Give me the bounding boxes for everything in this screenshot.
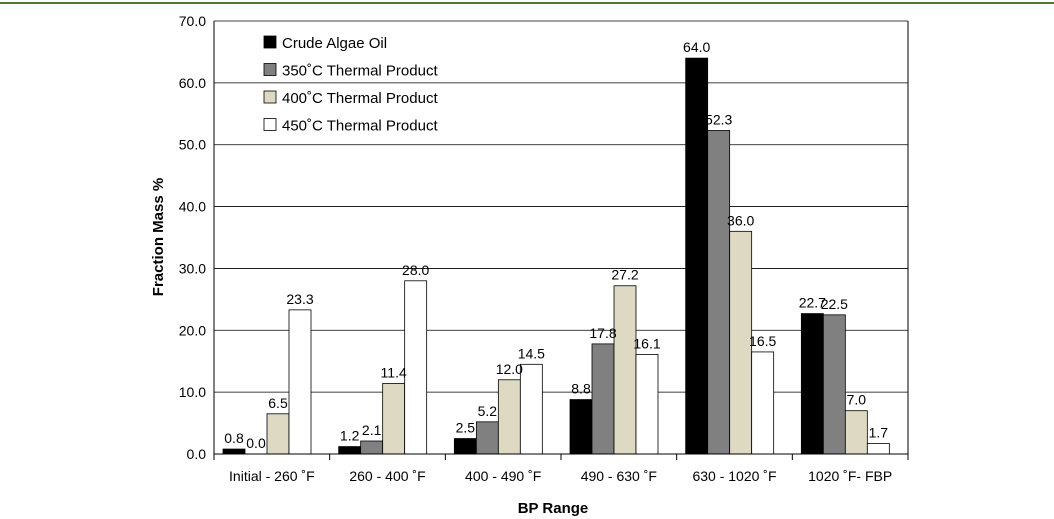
data-label: 22.5: [821, 296, 848, 312]
bar: [222, 448, 246, 455]
data-label: 27.2: [611, 267, 638, 283]
data-label: 14.5: [518, 345, 545, 361]
data-label: 16.5: [749, 333, 776, 349]
bar: [822, 314, 846, 455]
bar: [866, 443, 890, 455]
data-label: 12.0: [496, 361, 523, 377]
data-label: 23.3: [286, 291, 313, 307]
bar: [591, 343, 615, 455]
bar: [800, 313, 824, 455]
data-label: 17.8: [589, 325, 616, 341]
x-tick-label: 630 - 1020 ˚F: [692, 468, 776, 484]
data-label: 28.0: [402, 262, 429, 278]
data-label: 52.3: [705, 111, 732, 127]
data-labels: 0.8 1.2 2.5 8.8 64.0 22.7 0.0 2.1 5.2 17.8 52.3 22.…: [224, 39, 888, 451]
x-tick-labels: Initial - 260 ˚F 260 - 400 ˚F 400 - 490 ˚F…: [229, 468, 892, 484]
data-label: 6.5: [268, 395, 288, 411]
bar: [338, 446, 362, 455]
y-tick-label: 10.0: [179, 384, 206, 400]
y-tick-label: 20.0: [179, 322, 206, 338]
x-tick-label: 260 - 400 ˚F: [349, 468, 425, 484]
y-axis-title: Fraction Mass %: [150, 178, 167, 296]
bar: [360, 440, 384, 455]
legend-label: 450˚C Thermal Product: [282, 118, 438, 135]
bar: [382, 383, 406, 455]
bar: [475, 421, 499, 455]
legend-label: 400˚C Thermal Product: [282, 90, 438, 107]
gridlines: [214, 20, 908, 393]
data-label: 36.0: [727, 212, 754, 228]
y-tick-label: 40.0: [179, 199, 206, 215]
y-tick-label: 0.0: [187, 446, 207, 462]
legend: Crude Algae Oil 350˚C Thermal Product 400˚…: [263, 35, 438, 135]
data-label: 0.0: [246, 435, 266, 451]
data-label: 7.0: [847, 392, 867, 408]
data-label: 2.1: [362, 422, 382, 438]
axes: [213, 21, 909, 460]
top-border-rule: [0, 2, 1054, 4]
data-label: 1.2: [340, 428, 360, 444]
x-axis-title: BP Range: [518, 500, 589, 517]
data-label: 8.8: [571, 381, 591, 397]
data-label: 2.5: [456, 420, 476, 436]
bar: [569, 399, 593, 455]
bar: [635, 354, 659, 455]
y-tick-label: 60.0: [179, 75, 206, 91]
legend-swatch: [263, 90, 277, 104]
legend-label: 350˚C Thermal Product: [282, 63, 438, 80]
data-label: 64.0: [683, 39, 710, 55]
legend-swatch: [263, 63, 277, 76]
legend-swatch: [263, 118, 277, 131]
x-tick-label: 1020 ˚F- FBP: [808, 468, 892, 484]
bar: [519, 363, 543, 455]
legend-swatch: [263, 35, 277, 49]
x-tick-label: 490 - 630 ˚F: [581, 468, 657, 484]
bar: [613, 285, 637, 455]
bar: [707, 130, 731, 455]
data-label: 22.7: [799, 295, 826, 311]
x-tick-label: 400 - 490 ˚F: [465, 468, 541, 484]
data-label: 5.2: [478, 403, 498, 419]
legend-label: Crude Algae Oil: [282, 35, 387, 52]
y-tick-label: 50.0: [179, 137, 206, 153]
bar: [497, 379, 521, 455]
bar: [404, 280, 428, 455]
data-label: 1.7: [869, 424, 889, 440]
bar: [844, 410, 868, 455]
bar: [266, 413, 290, 455]
data-label: 11.4: [381, 364, 407, 380]
y-tick-label: 30.0: [179, 260, 206, 276]
data-label: 0.8: [224, 430, 244, 446]
y-tick-labels: 0.0 10.0 20.0 30.0 40.0 50.0 60.0 70.0: [179, 13, 206, 462]
bars: [222, 57, 890, 455]
x-tick-label: Initial - 260 ˚F: [229, 468, 315, 484]
y-tick-label: 70.0: [179, 13, 206, 29]
bar: [288, 309, 312, 455]
bar: [751, 351, 775, 455]
bar: [453, 438, 477, 455]
data-label: 16.1: [633, 335, 660, 351]
